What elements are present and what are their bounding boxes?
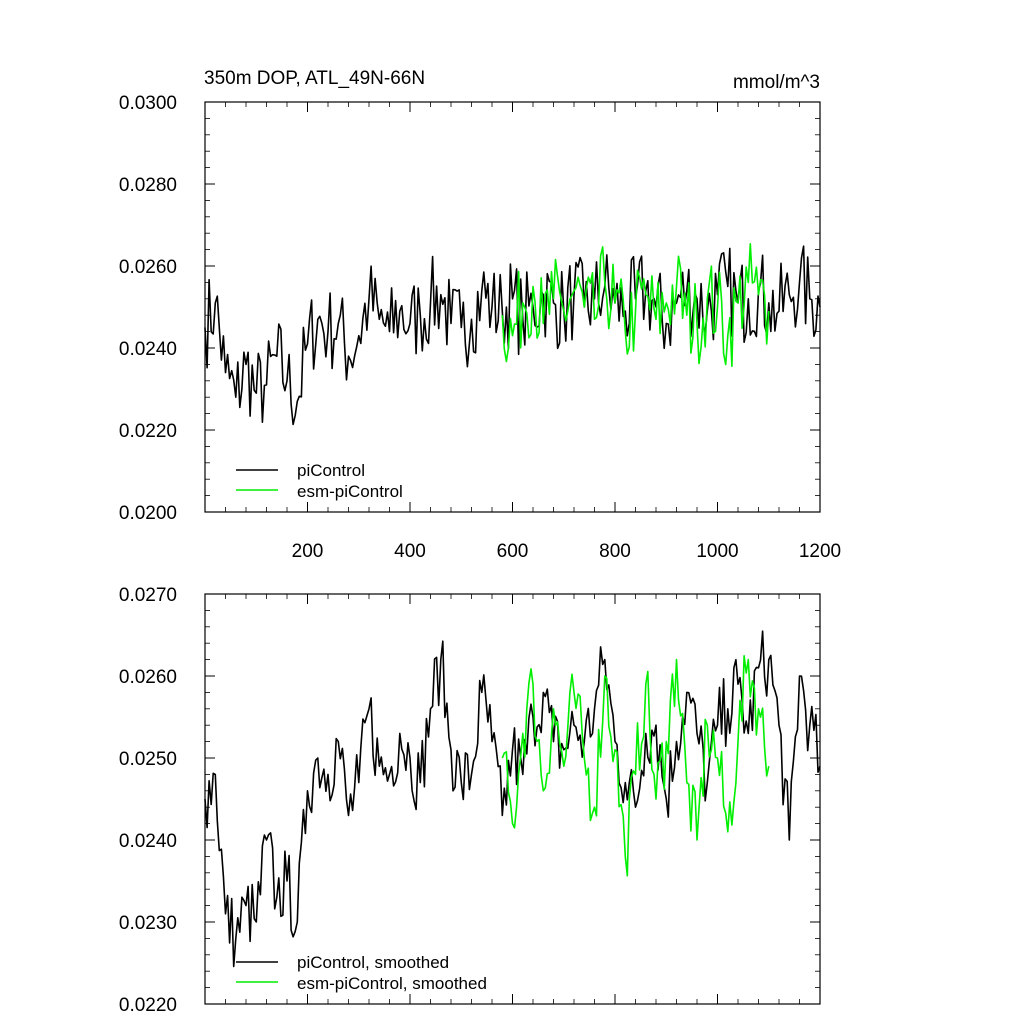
x-tick-label: 400 [394, 541, 426, 562]
y-tick-label: 0.0220 [119, 421, 177, 442]
y-tick-label: 0.0260 [119, 257, 177, 278]
y-tick-label: 0.0250 [119, 749, 177, 770]
y-tick-label: 0.0280 [119, 175, 177, 196]
y-tick-label: 0.0230 [119, 913, 177, 934]
chart-panel-top: 350m DOP, ATL_49N-66N mmol/m^3 0.02000.0… [119, 68, 841, 562]
x-tick-label: 800 [599, 541, 631, 562]
x-tick-label: 1000 [696, 541, 738, 562]
chart-title: 350m DOP, ATL_49N-66N [204, 68, 425, 89]
x-tick-label: 600 [497, 541, 529, 562]
axis-ticks-bottom [204, 593, 821, 1005]
y-tick-label: 0.0240 [119, 831, 177, 852]
y-axis-labels-top: 0.0200 0.0220 0.0240 0.0260 0.0280 0.0300 [119, 93, 177, 524]
series-line-esm-picontrol [501, 243, 770, 368]
x-tick-label: 200 [292, 541, 324, 562]
series-lines-bottom [204, 630, 821, 968]
series-lines-top [204, 243, 821, 426]
chart-panel-bottom: 0.0220 0.0230 0.0240 0.0250 0.0260 0.0270 piC… [119, 585, 821, 1016]
legend-label-picontrol: piControl [297, 461, 365, 480]
plot-frame-top [204, 101, 821, 513]
x-axis-labels-top: 200 400 600 800 1000 1200 [292, 541, 841, 562]
legend-label-picontrol-smoothed: piControl, smoothed [297, 953, 449, 972]
plot-frame-bottom [204, 593, 821, 1005]
x-tick-label: 1200 [799, 541, 841, 562]
y-tick-label: 0.0270 [119, 585, 177, 606]
legend-top: piControl esm-piControl [236, 461, 403, 501]
series-line-esm-picontrol-smoothed [501, 654, 770, 877]
series-line-picontrol-smoothed [204, 630, 821, 968]
y-tick-label: 0.0300 [119, 93, 177, 114]
y-tick-label: 0.0220 [119, 995, 177, 1016]
legend-bottom: piControl, smoothed esm-piControl, smoot… [236, 953, 487, 993]
units-label: mmol/m^3 [733, 72, 820, 93]
y-tick-label: 0.0260 [119, 667, 177, 688]
legend-label-esm-picontrol: esm-piControl [297, 482, 403, 501]
y-tick-label: 0.0240 [119, 339, 177, 360]
legend-label-esm-picontrol-smoothed: esm-piControl, smoothed [297, 974, 487, 993]
y-tick-label: 0.0200 [119, 503, 177, 524]
axis-ticks-top [204, 101, 821, 513]
y-axis-labels-bottom: 0.0220 0.0230 0.0240 0.0250 0.0260 0.0270 [119, 585, 177, 1016]
